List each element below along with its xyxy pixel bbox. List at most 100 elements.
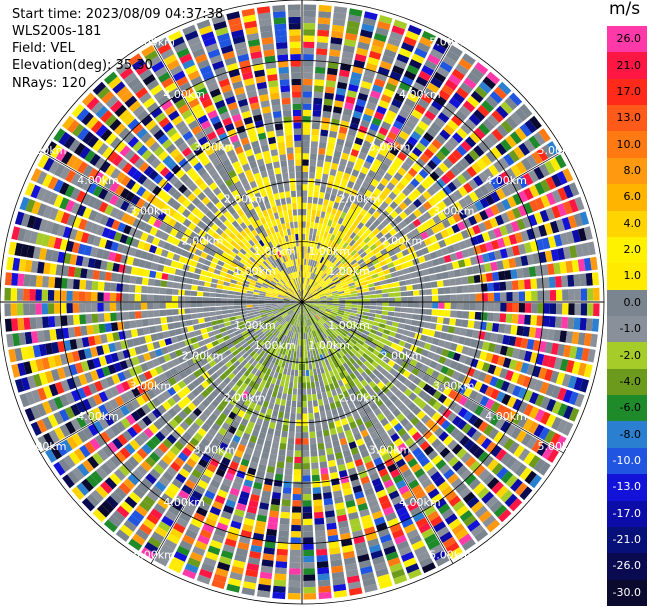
range-bin: [445, 50, 460, 63]
range-bin: [287, 317, 292, 323]
range-bin: [215, 394, 224, 403]
range-bin: [266, 290, 273, 294]
range-bin: [313, 406, 319, 413]
range-bin: [298, 376, 302, 383]
range-bin: [200, 328, 208, 335]
range-bin: [155, 365, 164, 375]
range-bin: [59, 197, 70, 210]
range-bin: [246, 310, 254, 314]
range-bin: [291, 294, 297, 299]
range-bin: [350, 148, 360, 157]
range-bin: [71, 350, 81, 362]
range-bin: [132, 487, 145, 499]
range-bin: [292, 293, 298, 299]
range-bin: [413, 386, 422, 396]
range-bin: [284, 468, 293, 476]
range-bin: [522, 267, 530, 278]
range-bin: [299, 314, 301, 321]
range-bin: [431, 155, 442, 166]
range-bin: [330, 559, 343, 567]
range-bin: [446, 226, 455, 236]
range-bin: [511, 280, 519, 290]
range-bin: [226, 402, 234, 411]
range-bin: [352, 242, 359, 250]
range-bin: [307, 297, 314, 301]
range-bin: [268, 459, 276, 468]
range-bin: [253, 423, 262, 432]
range-bin: [303, 307, 307, 314]
range-bin: [336, 315, 343, 320]
range-bin: [342, 108, 353, 117]
range-bin: [256, 514, 267, 523]
range-bin: [391, 321, 399, 328]
range-bin: [328, 200, 335, 208]
range-bin: [115, 421, 126, 433]
range-bin: [247, 467, 257, 476]
range-bin: [230, 336, 238, 342]
range-bin: [151, 531, 165, 543]
range-bin: [260, 343, 267, 350]
range-bin: [78, 218, 88, 231]
range-bin: [291, 344, 295, 351]
range-bin: [484, 332, 492, 342]
range-bin: [415, 517, 429, 528]
range-bin: [320, 303, 327, 305]
range-bin: [452, 92, 465, 104]
range-bin: [381, 219, 390, 227]
range-bin: [375, 310, 383, 315]
range-bin: [372, 84, 384, 94]
range-bin: [526, 339, 535, 350]
range-bin: [325, 337, 331, 344]
range-bin: [232, 384, 240, 392]
range-bin: [285, 406, 291, 413]
range-bin: [112, 262, 120, 272]
range-bin: [364, 349, 372, 357]
range-bin: [544, 368, 554, 382]
range-bin: [463, 439, 475, 451]
range-bin: [320, 298, 327, 300]
range-bin: [231, 323, 239, 329]
range-bin: [273, 337, 279, 344]
range-bin: [423, 253, 432, 262]
range-bin: [429, 235, 438, 244]
range-bin: [468, 311, 476, 320]
range-bin: [313, 228, 318, 236]
range-bin: [464, 238, 473, 248]
range-bin: [318, 591, 332, 600]
range-bin: [141, 277, 149, 286]
range-bin: [114, 341, 123, 351]
range-bin: [312, 281, 317, 287]
range-bin: [379, 192, 388, 201]
range-bin: [339, 232, 346, 240]
range-bin: [131, 206, 141, 217]
range-bin: [141, 285, 148, 294]
range-bin: [287, 387, 293, 395]
range-bin: [382, 408, 392, 417]
range-bin: [524, 314, 531, 325]
range-bin: [369, 342, 377, 349]
range-bin: [194, 268, 202, 275]
range-bin: [216, 403, 225, 412]
range-bin: [70, 187, 81, 201]
range-bin: [112, 437, 123, 450]
range-bin: [308, 190, 314, 198]
range-bin: [356, 131, 366, 140]
range-bin: [92, 270, 100, 280]
range-bin: [271, 357, 277, 365]
range-bin: [208, 249, 216, 257]
range-bin: [444, 79, 458, 91]
range-bin: [387, 76, 400, 87]
range-bin: [155, 431, 166, 442]
range-bin: [290, 304, 297, 307]
range-bin: [331, 311, 338, 316]
range-bin: [198, 413, 208, 422]
range-bin: [426, 408, 437, 418]
range-bin: [232, 258, 240, 265]
range-bin: [147, 302, 154, 310]
range-bin: [186, 325, 195, 332]
range-bin: [403, 397, 413, 407]
range-bin: [423, 132, 434, 143]
range-bin: [329, 427, 337, 436]
range-bin: [158, 442, 169, 454]
range-bin: [59, 409, 70, 422]
